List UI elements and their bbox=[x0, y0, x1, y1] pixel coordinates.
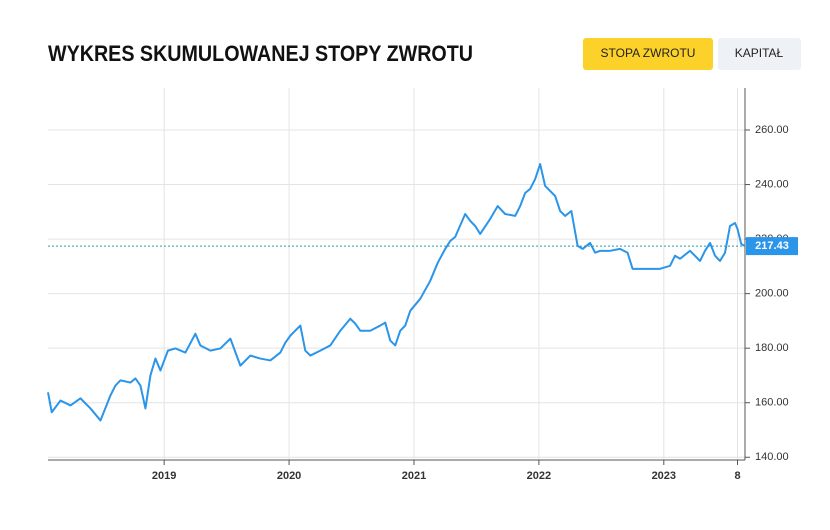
x-tick-label: 2022 bbox=[527, 470, 551, 482]
button-bg[interactable] bbox=[583, 38, 713, 70]
x-tick-label: 2019 bbox=[152, 470, 176, 482]
x-tick-label: 2021 bbox=[402, 470, 426, 482]
x-tick-label: 8 bbox=[734, 470, 740, 482]
y-tick-label: 140.00 bbox=[755, 451, 789, 463]
y-tick-label: 180.00 bbox=[755, 342, 789, 354]
button-label[interactable]: KAPITAŁ bbox=[735, 46, 784, 60]
y-tick-label: 160.00 bbox=[755, 397, 789, 409]
page-title: WYKRES SKUMULOWANEJ STOPY ZWROTU bbox=[48, 41, 473, 66]
series-line bbox=[47, 163, 746, 422]
x-tick-label: 2023 bbox=[652, 470, 676, 482]
button-label[interactable]: STOPA ZWROTU bbox=[601, 46, 696, 60]
y-tick-label: 200.00 bbox=[755, 288, 789, 300]
last-value-bg bbox=[746, 237, 798, 256]
button-bg[interactable] bbox=[718, 38, 801, 70]
y-tick-label: 240.00 bbox=[755, 178, 789, 190]
last-value-label: 217.43 bbox=[755, 240, 789, 252]
y-tick-label: 260.00 bbox=[755, 124, 789, 136]
x-tick-label: 2020 bbox=[277, 470, 301, 482]
